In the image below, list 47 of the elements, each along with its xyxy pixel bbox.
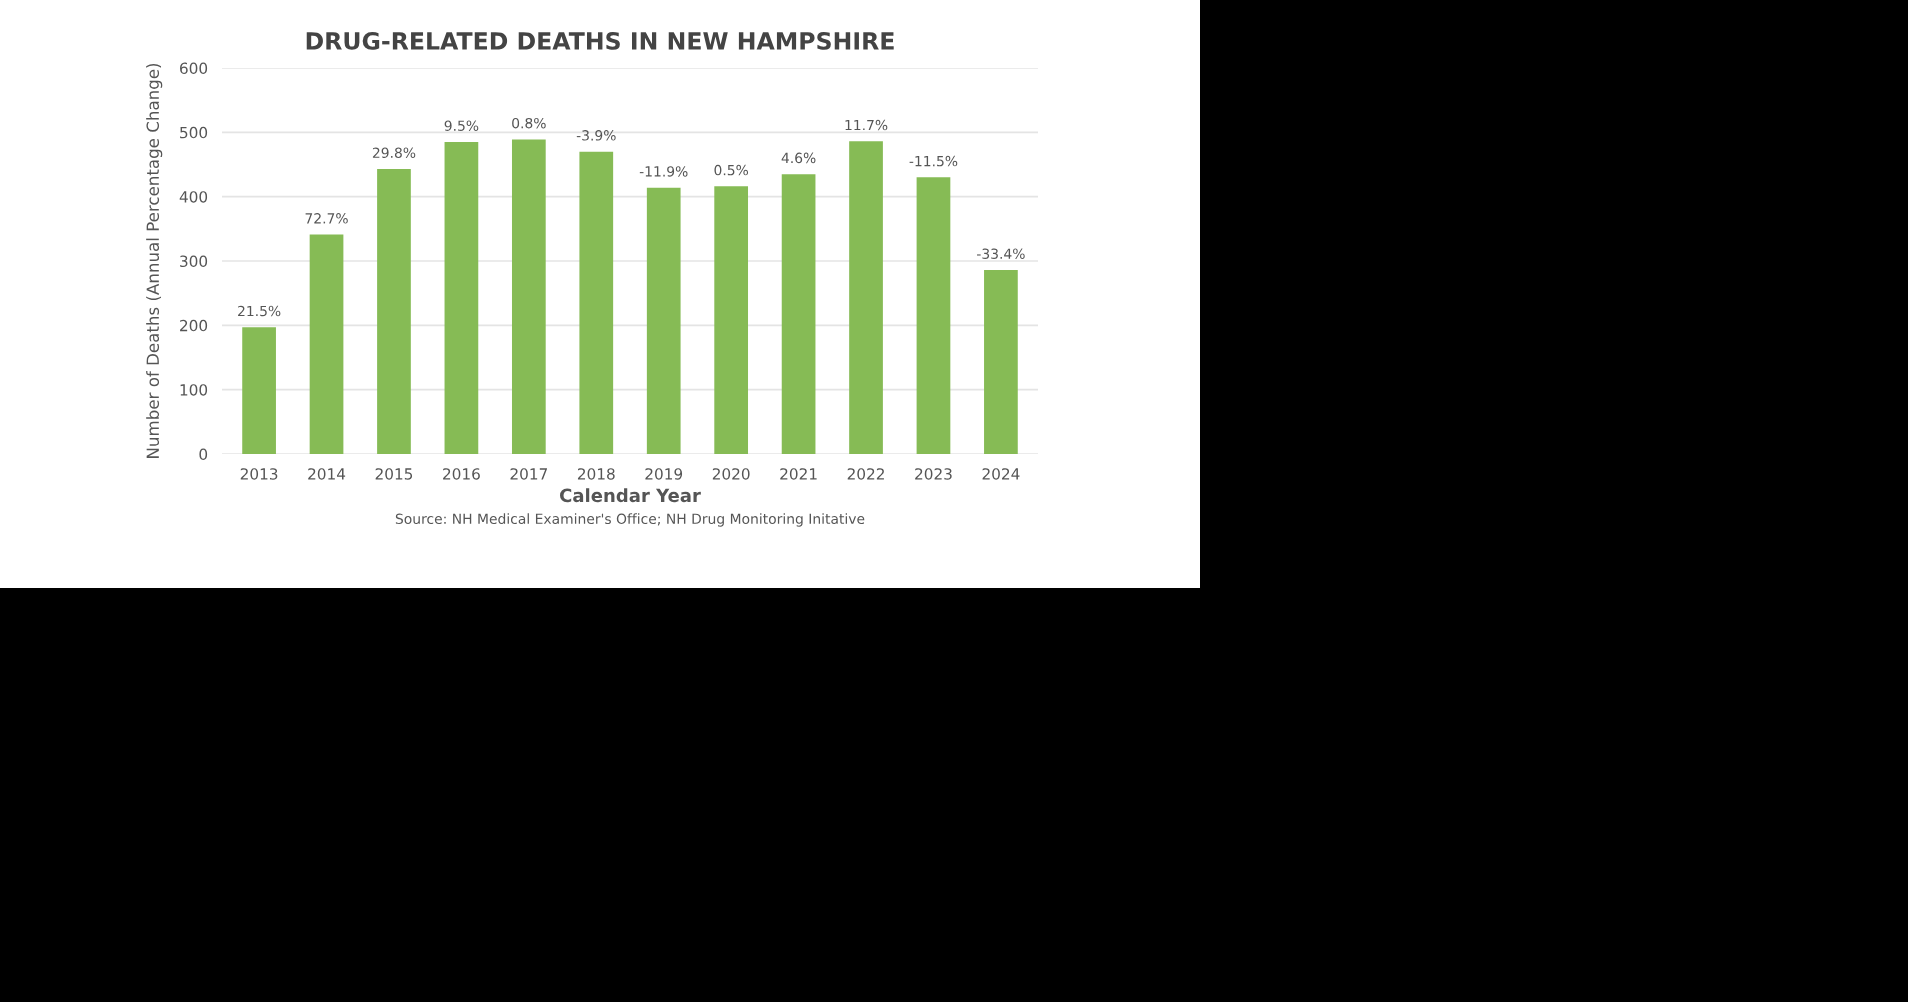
bar bbox=[242, 327, 276, 454]
bar bbox=[444, 141, 479, 454]
annotation: -3.9% bbox=[576, 130, 616, 141]
x-tick-label: 2018 bbox=[577, 468, 615, 480]
y-axis-title: Number of Deaths (Annual Percentage Change) bbox=[146, 63, 163, 458]
y-tick-label: 100 bbox=[180, 384, 208, 396]
y-tick-label: 400 bbox=[179, 191, 208, 203]
annotation: -33.4% bbox=[977, 248, 1025, 259]
annotation: 72.7% bbox=[305, 213, 348, 224]
annotation: 29.8% bbox=[372, 147, 416, 158]
bar bbox=[984, 270, 1018, 454]
bar bbox=[849, 141, 883, 454]
x-tick-label: 2020 bbox=[712, 468, 750, 480]
annotation: -11.9% bbox=[639, 166, 688, 177]
x-tick-label: 2015 bbox=[375, 468, 413, 480]
annotation: 9.5% bbox=[444, 120, 479, 131]
annotation: 4.6% bbox=[781, 152, 816, 164]
annotation: 11.7% bbox=[845, 119, 888, 131]
bar bbox=[916, 177, 951, 454]
bar bbox=[511, 139, 546, 454]
chart-title: DRUG-RELATED DEATHS IN NEW HAMPSHIRE bbox=[306, 31, 894, 50]
bar bbox=[309, 234, 344, 454]
x-tick-label: 2019 bbox=[645, 468, 683, 480]
y-tick-label: 0 bbox=[199, 448, 208, 461]
annotation: -11.5% bbox=[909, 155, 958, 167]
x-tick-label: 2013 bbox=[240, 468, 278, 480]
y-tick-label: 300 bbox=[180, 255, 208, 268]
x-tick-label: 2023 bbox=[915, 468, 952, 480]
bar bbox=[714, 186, 749, 454]
y-tick-label: 200 bbox=[180, 319, 208, 332]
x-tick-label: 2014 bbox=[308, 468, 346, 480]
source-note: Source: NH Medical Examiner's Office; NH Drug Monitoring Initative bbox=[395, 513, 865, 527]
x-tick-label: 2016 bbox=[443, 468, 480, 480]
y-tick-label: 600 bbox=[180, 62, 208, 75]
x-tick-label: 2021 bbox=[780, 468, 817, 480]
bar bbox=[377, 169, 411, 454]
x-tick-label: 2022 bbox=[847, 468, 884, 480]
x-axis-title: Calendar Year bbox=[560, 488, 701, 503]
bar bbox=[646, 187, 681, 454]
y-tick-label: 500 bbox=[180, 126, 208, 139]
x-tick-label: 2017 bbox=[510, 468, 547, 480]
bar bbox=[781, 174, 816, 454]
annotation: 0.8% bbox=[512, 117, 546, 129]
x-tick-label: 2024 bbox=[982, 468, 1020, 480]
annotation: 0.5% bbox=[714, 164, 749, 176]
annotation: 21.5% bbox=[238, 305, 281, 317]
bar bbox=[579, 151, 614, 454]
